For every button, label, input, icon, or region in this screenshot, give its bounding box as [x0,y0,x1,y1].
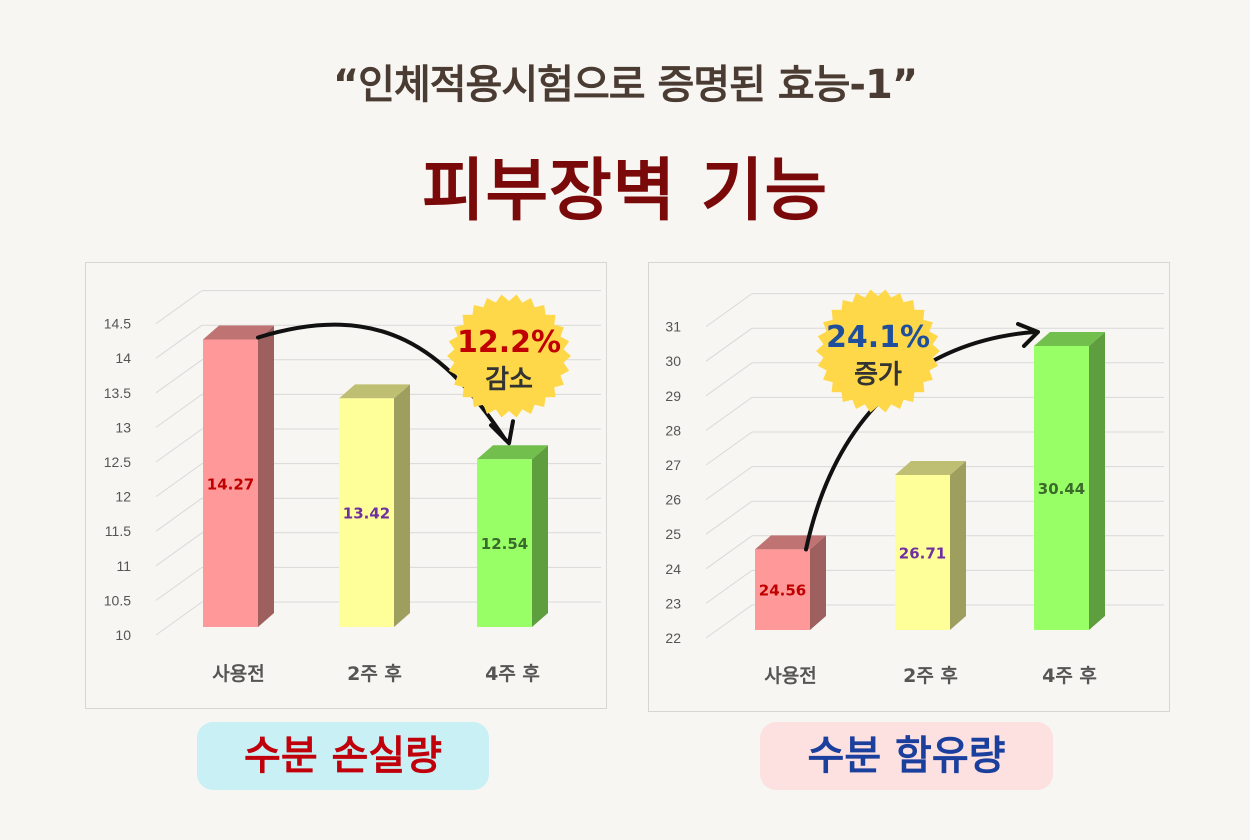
y-tick-label: 23 [665,595,681,611]
y-tick-label: 24 [665,561,681,577]
bar-side [950,461,966,630]
caption-water-content: 수분 함유량 [760,722,1053,790]
y-tick-label: 10.5 [104,592,131,608]
arrowhead [489,419,515,446]
y-tick-label: 11.5 [105,523,131,539]
y-tick-label: 13.5 [104,385,131,401]
gridline-diagonal [705,604,753,639]
bar-value-label: 13.42 [343,505,390,523]
y-tick-label: 12.5 [104,454,131,470]
y-tick-label: 31 [665,319,681,335]
gridline-diagonal [705,431,753,466]
y-tick-label: 29 [665,388,681,404]
bar [755,549,810,630]
page-title: 피부장벽 기능 [421,152,829,231]
bar-value-label: 12.54 [481,535,528,553]
badge-percent: 24.1% [826,320,930,355]
bar-top [203,325,274,340]
bar-value-label: 26.71 [899,545,946,563]
gridline-diagonal [155,463,203,498]
chart-panel-water-content: 22 23 24 25 26 27 28 29 30 31 24.56 사용전 26.71 2주 후 30.… [648,262,1170,712]
starburst-badge [447,294,571,418]
x-category-label: 4주 후 [485,663,540,685]
badge-word: 감소 [485,365,533,395]
y-tick-label: 10 [115,627,131,643]
bar [203,339,258,627]
y-tick-label: 14.5 [104,316,131,332]
gridline-diagonal [705,466,753,501]
bar-side [810,535,826,630]
bar-side [394,384,410,627]
y-tick-label: 14 [115,350,131,366]
y-tick-label: 11 [116,558,131,574]
y-tick-label: 22 [665,630,681,646]
gridline-diagonal [155,324,203,359]
gridline-diagonal [155,566,203,601]
y-tick-label: 27 [665,457,681,473]
bar-value-label: 30.44 [1038,480,1085,498]
arrowhead [1016,321,1040,348]
bar-top [895,461,966,476]
x-category-label: 사용전 [764,665,816,687]
gridline-diagonal [155,497,203,532]
gridline-diagonal [155,601,203,636]
y-tick-label: 26 [665,492,681,508]
y-tick-label: 12 [115,489,131,505]
bar-side [1089,331,1105,630]
bar [339,398,394,627]
starburst-badge [816,289,940,413]
y-tick-label: 13 [115,419,131,435]
bar-top [339,384,410,399]
gridline-diagonal [705,500,753,535]
chart-water-loss: 10 10.5 11 11.5 12 12.5 13 13.5 14 14.5 14.27 사용전 13… [104,290,601,685]
gridline-diagonal [155,428,203,463]
bar-value-label: 14.27 [207,475,254,493]
bar-side [258,325,274,627]
page-subtitle: “인체적용시험으로 증명된 효능-1” [332,62,918,108]
x-category-label: 4주 후 [1042,665,1097,687]
chart-water-content: 22 23 24 25 26 27 28 29 30 31 24.56 사용전 26.71 2주 후 30.… [665,289,1164,687]
gridline-diagonal [155,393,203,428]
bar-top [477,445,548,460]
x-category-label: 2주 후 [903,665,958,687]
x-category-label: 사용전 [212,663,264,685]
trend-arrow [256,322,507,442]
caption-water-loss: 수분 손실량 [197,722,489,790]
gridline-diagonal [705,569,753,604]
bar-side [532,445,548,627]
badge-percent: 12.2% [457,325,561,360]
bar [1034,345,1089,630]
gridline-diagonal [155,359,203,394]
gridline-diagonal [705,327,753,362]
gridline-diagonal [155,290,203,325]
bar-value-label: 24.56 [759,582,806,600]
gridline-diagonal [705,293,753,328]
gridline-diagonal [155,532,203,567]
y-tick-label: 28 [665,422,681,438]
chart-panel-water-loss: 10 10.5 11 11.5 12 12.5 13 13.5 14 14.5 14.27 사용전 13… [85,262,607,709]
x-category-label: 2주 후 [347,663,402,685]
badge-word: 증가 [854,360,902,390]
bar [477,459,532,627]
gridline-diagonal [705,362,753,397]
bar [895,475,950,630]
bar-top [1034,331,1105,346]
gridline-diagonal [705,535,753,570]
y-tick-label: 25 [665,526,681,542]
y-tick-label: 30 [665,353,681,369]
gridline-diagonal [705,396,753,431]
